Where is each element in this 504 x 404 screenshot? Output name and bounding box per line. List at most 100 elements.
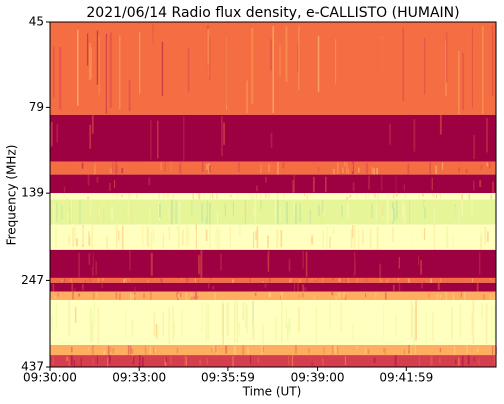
- texture-streak: [351, 250, 353, 275]
- texture-streak: [130, 355, 132, 367]
- texture-streak: [102, 177, 104, 186]
- chart-title: 2021/06/14 Radio flux density, e-CALLIST…: [86, 5, 459, 21]
- texture-streak: [366, 175, 368, 193]
- texture-streak: [279, 46, 281, 77]
- texture-streak: [219, 130, 221, 148]
- texture-streak: [72, 227, 75, 248]
- texture-streak: [397, 294, 400, 300]
- texture-streak: [88, 253, 91, 265]
- texture-streak: [371, 287, 374, 292]
- texture-streak: [451, 163, 454, 173]
- texture-streak: [105, 34, 108, 114]
- texture-streak: [368, 193, 370, 198]
- texture-streak: [443, 22, 445, 98]
- texture-streak: [175, 200, 177, 224]
- spectral-band: [50, 344, 496, 356]
- texture-streak: [377, 193, 379, 200]
- texture-streak: [178, 315, 180, 333]
- texture-streak: [446, 32, 448, 83]
- texture-streak: [255, 231, 257, 240]
- texture-streak: [275, 74, 278, 108]
- texture-streak: [353, 346, 355, 355]
- texture-streak: [388, 25, 390, 96]
- spectral-band: [50, 224, 496, 250]
- texture-streak: [68, 300, 70, 337]
- texture-streak: [214, 292, 216, 300]
- texture-streak: [388, 302, 390, 331]
- spectral-band: [50, 199, 496, 225]
- spectral-band: [50, 22, 496, 115]
- texture-streak: [466, 345, 468, 354]
- texture-streak: [124, 119, 126, 139]
- texture-streak: [97, 277, 100, 283]
- texture-streak: [404, 174, 407, 190]
- texture-streak: [191, 297, 193, 300]
- texture-streak: [335, 296, 337, 300]
- texture-streak: [346, 161, 348, 174]
- texture-streak: [106, 235, 109, 246]
- texture-streak: [63, 186, 66, 193]
- texture-streak: [373, 346, 376, 353]
- texture-streak: [198, 254, 200, 274]
- texture-streak: [227, 306, 230, 338]
- texture-streak: [410, 231, 412, 245]
- texture-streak: [365, 277, 367, 283]
- texture-streak: [494, 304, 496, 341]
- texture-streak: [150, 231, 153, 250]
- texture-streak: [262, 278, 265, 283]
- texture-streak: [271, 253, 274, 265]
- texture-streak: [88, 43, 91, 81]
- texture-streak: [398, 282, 401, 292]
- texture-streak: [101, 194, 103, 199]
- texture-streak: [78, 293, 81, 297]
- texture-streak: [442, 292, 445, 300]
- texture-streak: [321, 345, 323, 351]
- texture-streak: [166, 194, 169, 198]
- texture-streak: [116, 193, 118, 200]
- texture-streak: [366, 163, 368, 175]
- texture-streak: [461, 285, 464, 291]
- texture-streak: [270, 350, 272, 355]
- texture-streak: [163, 251, 165, 278]
- texture-streak: [383, 279, 385, 283]
- y-tick-label: 437: [21, 360, 44, 374]
- texture-streak: [222, 303, 224, 345]
- texture-streak: [313, 294, 315, 299]
- texture-streak: [256, 185, 258, 192]
- texture-streak: [70, 304, 72, 336]
- texture-streak: [483, 294, 485, 300]
- texture-streak: [239, 225, 241, 236]
- texture-streak: [215, 230, 217, 245]
- texture-streak: [439, 114, 442, 135]
- texture-streak: [215, 356, 218, 365]
- texture-streak: [322, 279, 325, 283]
- texture-streak: [314, 278, 317, 280]
- texture-streak: [201, 167, 203, 173]
- texture-streak: [339, 252, 342, 272]
- texture-streak: [233, 345, 236, 356]
- texture-streak: [252, 300, 254, 336]
- texture-streak: [415, 300, 417, 341]
- texture-streak: [391, 178, 393, 190]
- spectral-band: [50, 291, 496, 300]
- texture-streak: [276, 284, 278, 289]
- spectral-band: [50, 299, 496, 345]
- texture-streak: [491, 52, 494, 111]
- texture-streak: [302, 236, 304, 246]
- texture-streak: [129, 194, 132, 197]
- texture-streak: [301, 293, 304, 298]
- texture-streak: [90, 47, 92, 79]
- texture-streak: [306, 278, 308, 282]
- texture-streak: [493, 285, 496, 290]
- texture-streak: [111, 356, 114, 361]
- texture-streak: [176, 250, 178, 278]
- texture-streak: [320, 193, 322, 199]
- texture-streak: [347, 168, 350, 175]
- texture-streak: [158, 203, 161, 218]
- texture-streak: [422, 120, 425, 160]
- texture-streak: [232, 279, 234, 283]
- texture-streak: [440, 278, 442, 283]
- texture-streak: [242, 302, 245, 320]
- texture-streak: [387, 195, 389, 199]
- texture-streak: [226, 194, 228, 198]
